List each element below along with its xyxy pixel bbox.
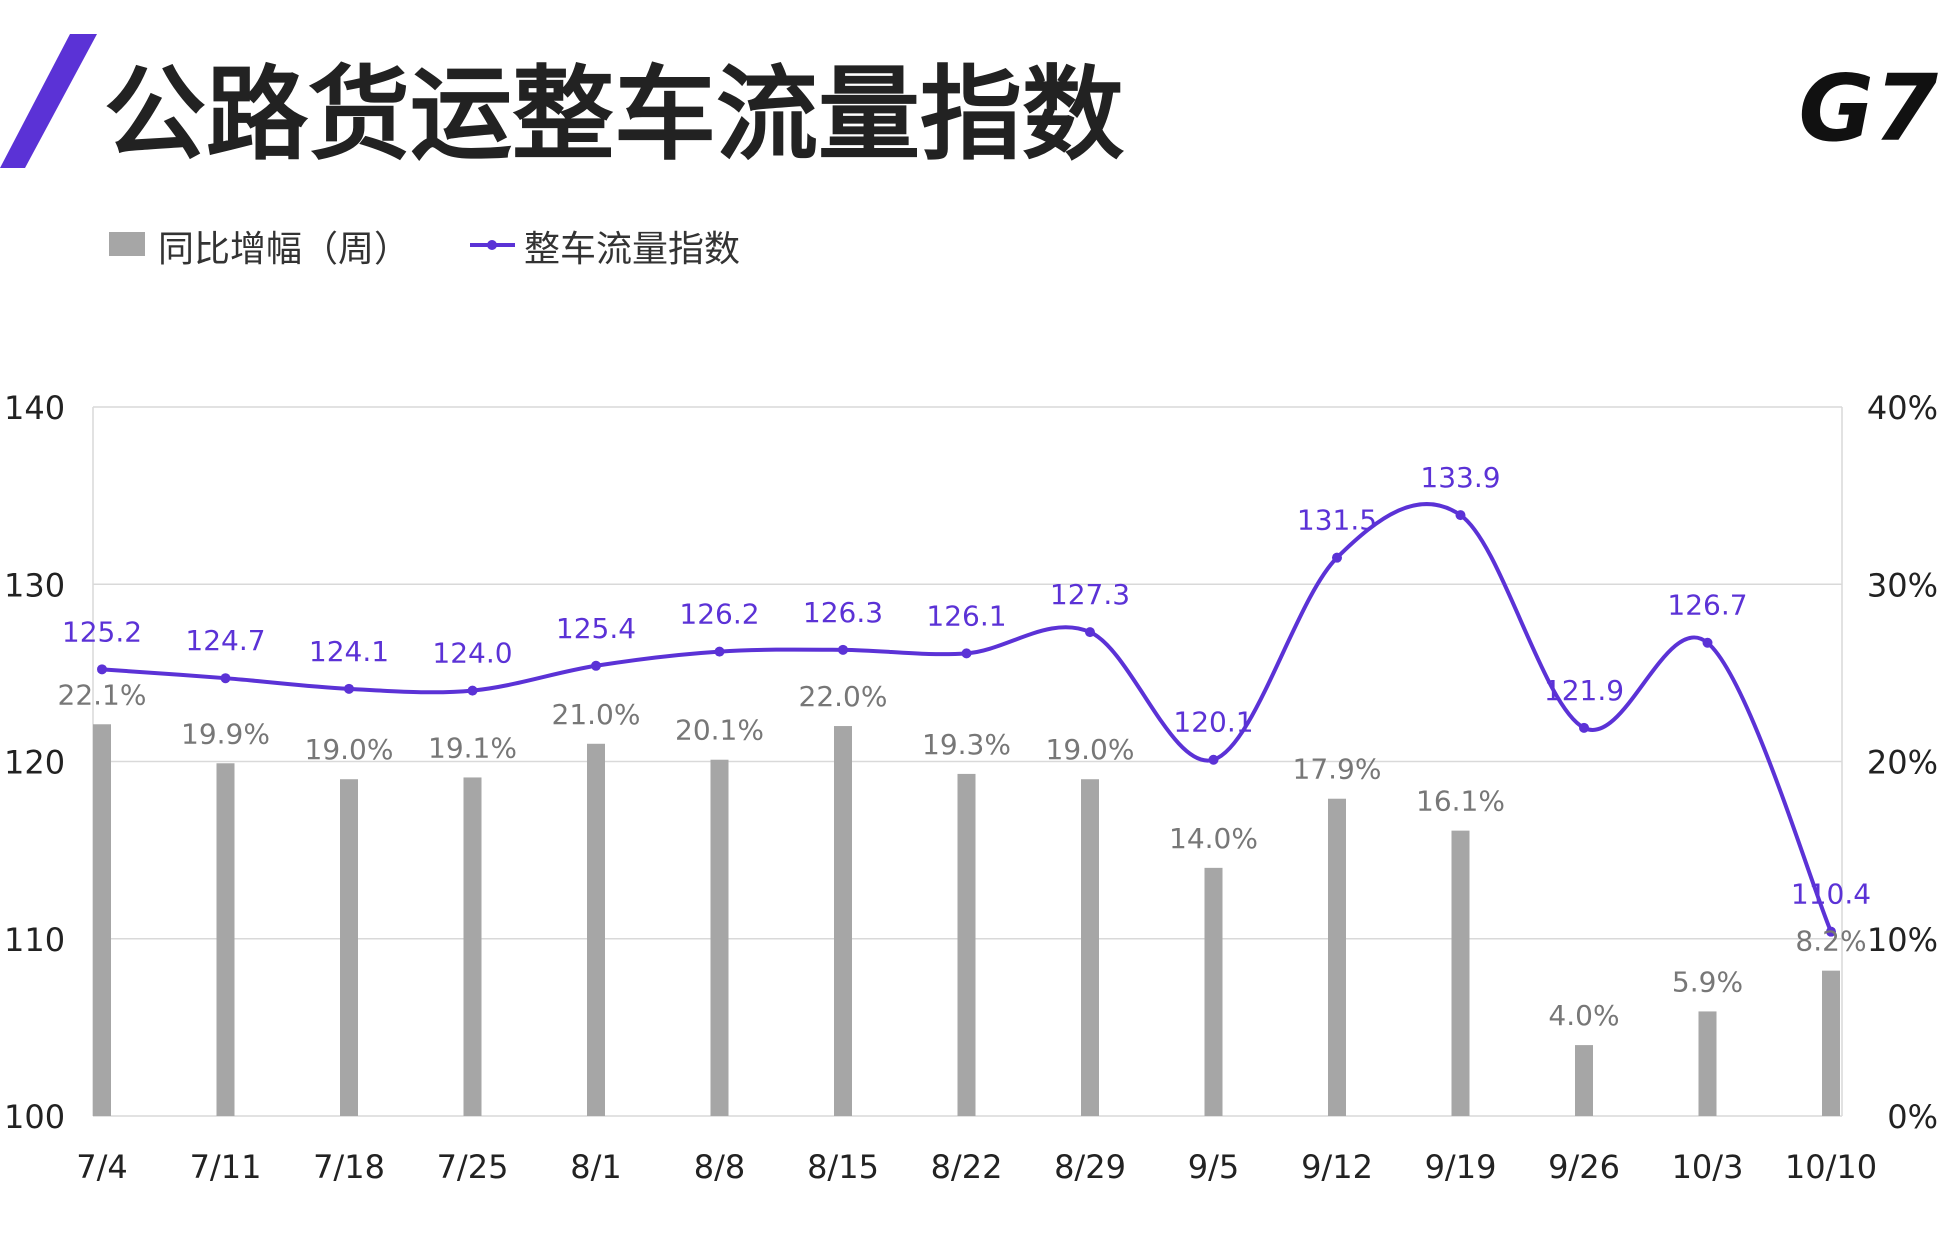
y-left-tick-label: 130 [4, 566, 65, 604]
line-point [838, 644, 848, 655]
legend-line-marker [487, 240, 497, 250]
line-value-label: 124.1 [309, 635, 389, 668]
bar [587, 743, 605, 1116]
bar [1451, 830, 1470, 1116]
line-value-label: 125.2 [62, 615, 142, 648]
bar [957, 773, 976, 1116]
line-point [97, 664, 107, 675]
g7-logo: G7 [1798, 55, 1938, 162]
bar [93, 724, 111, 1116]
bar-value-label: 22.0% [799, 680, 888, 713]
bar-value-label: 17.9% [1293, 753, 1382, 786]
bar-value-label: 19.1% [428, 731, 517, 764]
line-point [591, 660, 601, 671]
line-point [961, 648, 972, 659]
x-tick-label: 8/22 [931, 1148, 1003, 1186]
x-tick-label: 9/12 [1301, 1148, 1373, 1186]
bar-value-label: 4.0% [1548, 999, 1619, 1032]
line-point [1826, 926, 1836, 937]
x-tick-label: 10/3 [1672, 1148, 1744, 1186]
x-tick-label: 7/18 [313, 1148, 385, 1186]
bar-value-label: 8.2% [1795, 925, 1866, 958]
y-right-tick-label: 20% [1867, 744, 1938, 782]
y-right-tick-label: 40% [1867, 389, 1938, 427]
bar [216, 763, 235, 1116]
bar [710, 759, 729, 1116]
y-left-tick-label: 100 [4, 1098, 65, 1136]
x-tick-label: 10/10 [1785, 1148, 1877, 1186]
line-point [1702, 637, 1713, 648]
line-point [1579, 722, 1589, 733]
x-tick-label: 8/1 [570, 1148, 622, 1186]
bar-value-label: 19.9% [181, 717, 270, 750]
bar [1204, 867, 1223, 1116]
bar-series [93, 724, 1840, 1116]
bar [1822, 970, 1840, 1116]
line-value-label: 120.1 [1173, 706, 1253, 739]
line-value-label: 124.0 [432, 637, 512, 670]
page-title: 公路货运整车流量指数 [104, 56, 1124, 175]
title-accent-bar [0, 34, 97, 168]
axes: 100 110 120 130 140 0% 10% 20% 30% 40% 7/4 7/11 7/18… [4, 389, 1938, 1186]
line-value-label: 126.1 [926, 599, 1006, 632]
line-point [714, 646, 725, 657]
y-right-tick-label: 30% [1867, 566, 1938, 604]
line-point [220, 673, 231, 684]
legend-bar-label: 同比增幅（周） [158, 229, 410, 270]
legend: 同比增幅（周） 整车流量指数 [109, 229, 740, 270]
y-right-tick-label: 0% [1887, 1098, 1938, 1136]
bar-value-label: 19.0% [305, 733, 394, 766]
x-tick-label: 8/15 [807, 1148, 879, 1186]
line-point [1085, 627, 1095, 638]
line-value-label: 133.9 [1420, 461, 1500, 494]
line-value-label: 126.2 [679, 598, 759, 631]
x-tick-label: 9/19 [1425, 1148, 1497, 1186]
bar-value-label: 20.1% [675, 714, 764, 747]
bar-value-label: 22.1% [58, 678, 147, 711]
legend-bar-swatch [109, 232, 145, 256]
line-point [344, 683, 354, 694]
data-labels: 22.1% 19.9% 19.0% 19.1% 21.0% 20.1% 22.0% 19.3%… [58, 461, 1872, 1032]
bar [463, 777, 482, 1116]
line-value-label: 126.7 [1667, 589, 1747, 622]
y-left-tick-label: 110 [4, 921, 65, 959]
line-point [1332, 552, 1342, 563]
line-point [1455, 510, 1466, 521]
legend-line-label: 整车流量指数 [524, 229, 740, 270]
y-left-tick-label: 120 [4, 744, 65, 782]
line-value-label: 110.4 [1791, 878, 1871, 911]
y-right-tick-label: 10% [1867, 921, 1938, 959]
bar [834, 726, 852, 1116]
bar [1328, 798, 1346, 1116]
bar [1698, 1011, 1717, 1116]
bar-value-label: 19.0% [1046, 733, 1135, 766]
bar-value-label: 21.0% [552, 698, 641, 731]
bar [1575, 1045, 1593, 1116]
y-left-tick-label: 140 [4, 389, 65, 427]
line-value-label: 127.3 [1050, 578, 1130, 611]
x-tick-label: 7/25 [437, 1148, 509, 1186]
bar-value-label: 5.9% [1672, 965, 1743, 998]
x-tick-label: 8/8 [694, 1148, 746, 1186]
line-value-label: 124.7 [185, 624, 265, 657]
x-tick-label: 8/29 [1054, 1148, 1126, 1186]
x-tick-label: 9/26 [1548, 1148, 1620, 1186]
bar [340, 779, 358, 1116]
line-point [467, 685, 478, 696]
bar-value-label: 19.3% [922, 728, 1011, 761]
x-tick-label: 9/5 [1188, 1148, 1240, 1186]
bar-value-label: 16.1% [1416, 785, 1505, 818]
x-tick-label: 7/4 [76, 1148, 128, 1186]
line-point [1208, 754, 1219, 765]
x-tick-label: 7/11 [190, 1148, 262, 1186]
line-value-label: 126.3 [803, 596, 883, 629]
line-value-label: 125.4 [556, 612, 636, 645]
line-value-label: 121.9 [1544, 674, 1624, 707]
bar-value-label: 14.0% [1169, 822, 1258, 855]
line-series [97, 502, 1836, 937]
line-value-label: 131.5 [1297, 504, 1377, 537]
bar [1081, 779, 1099, 1116]
